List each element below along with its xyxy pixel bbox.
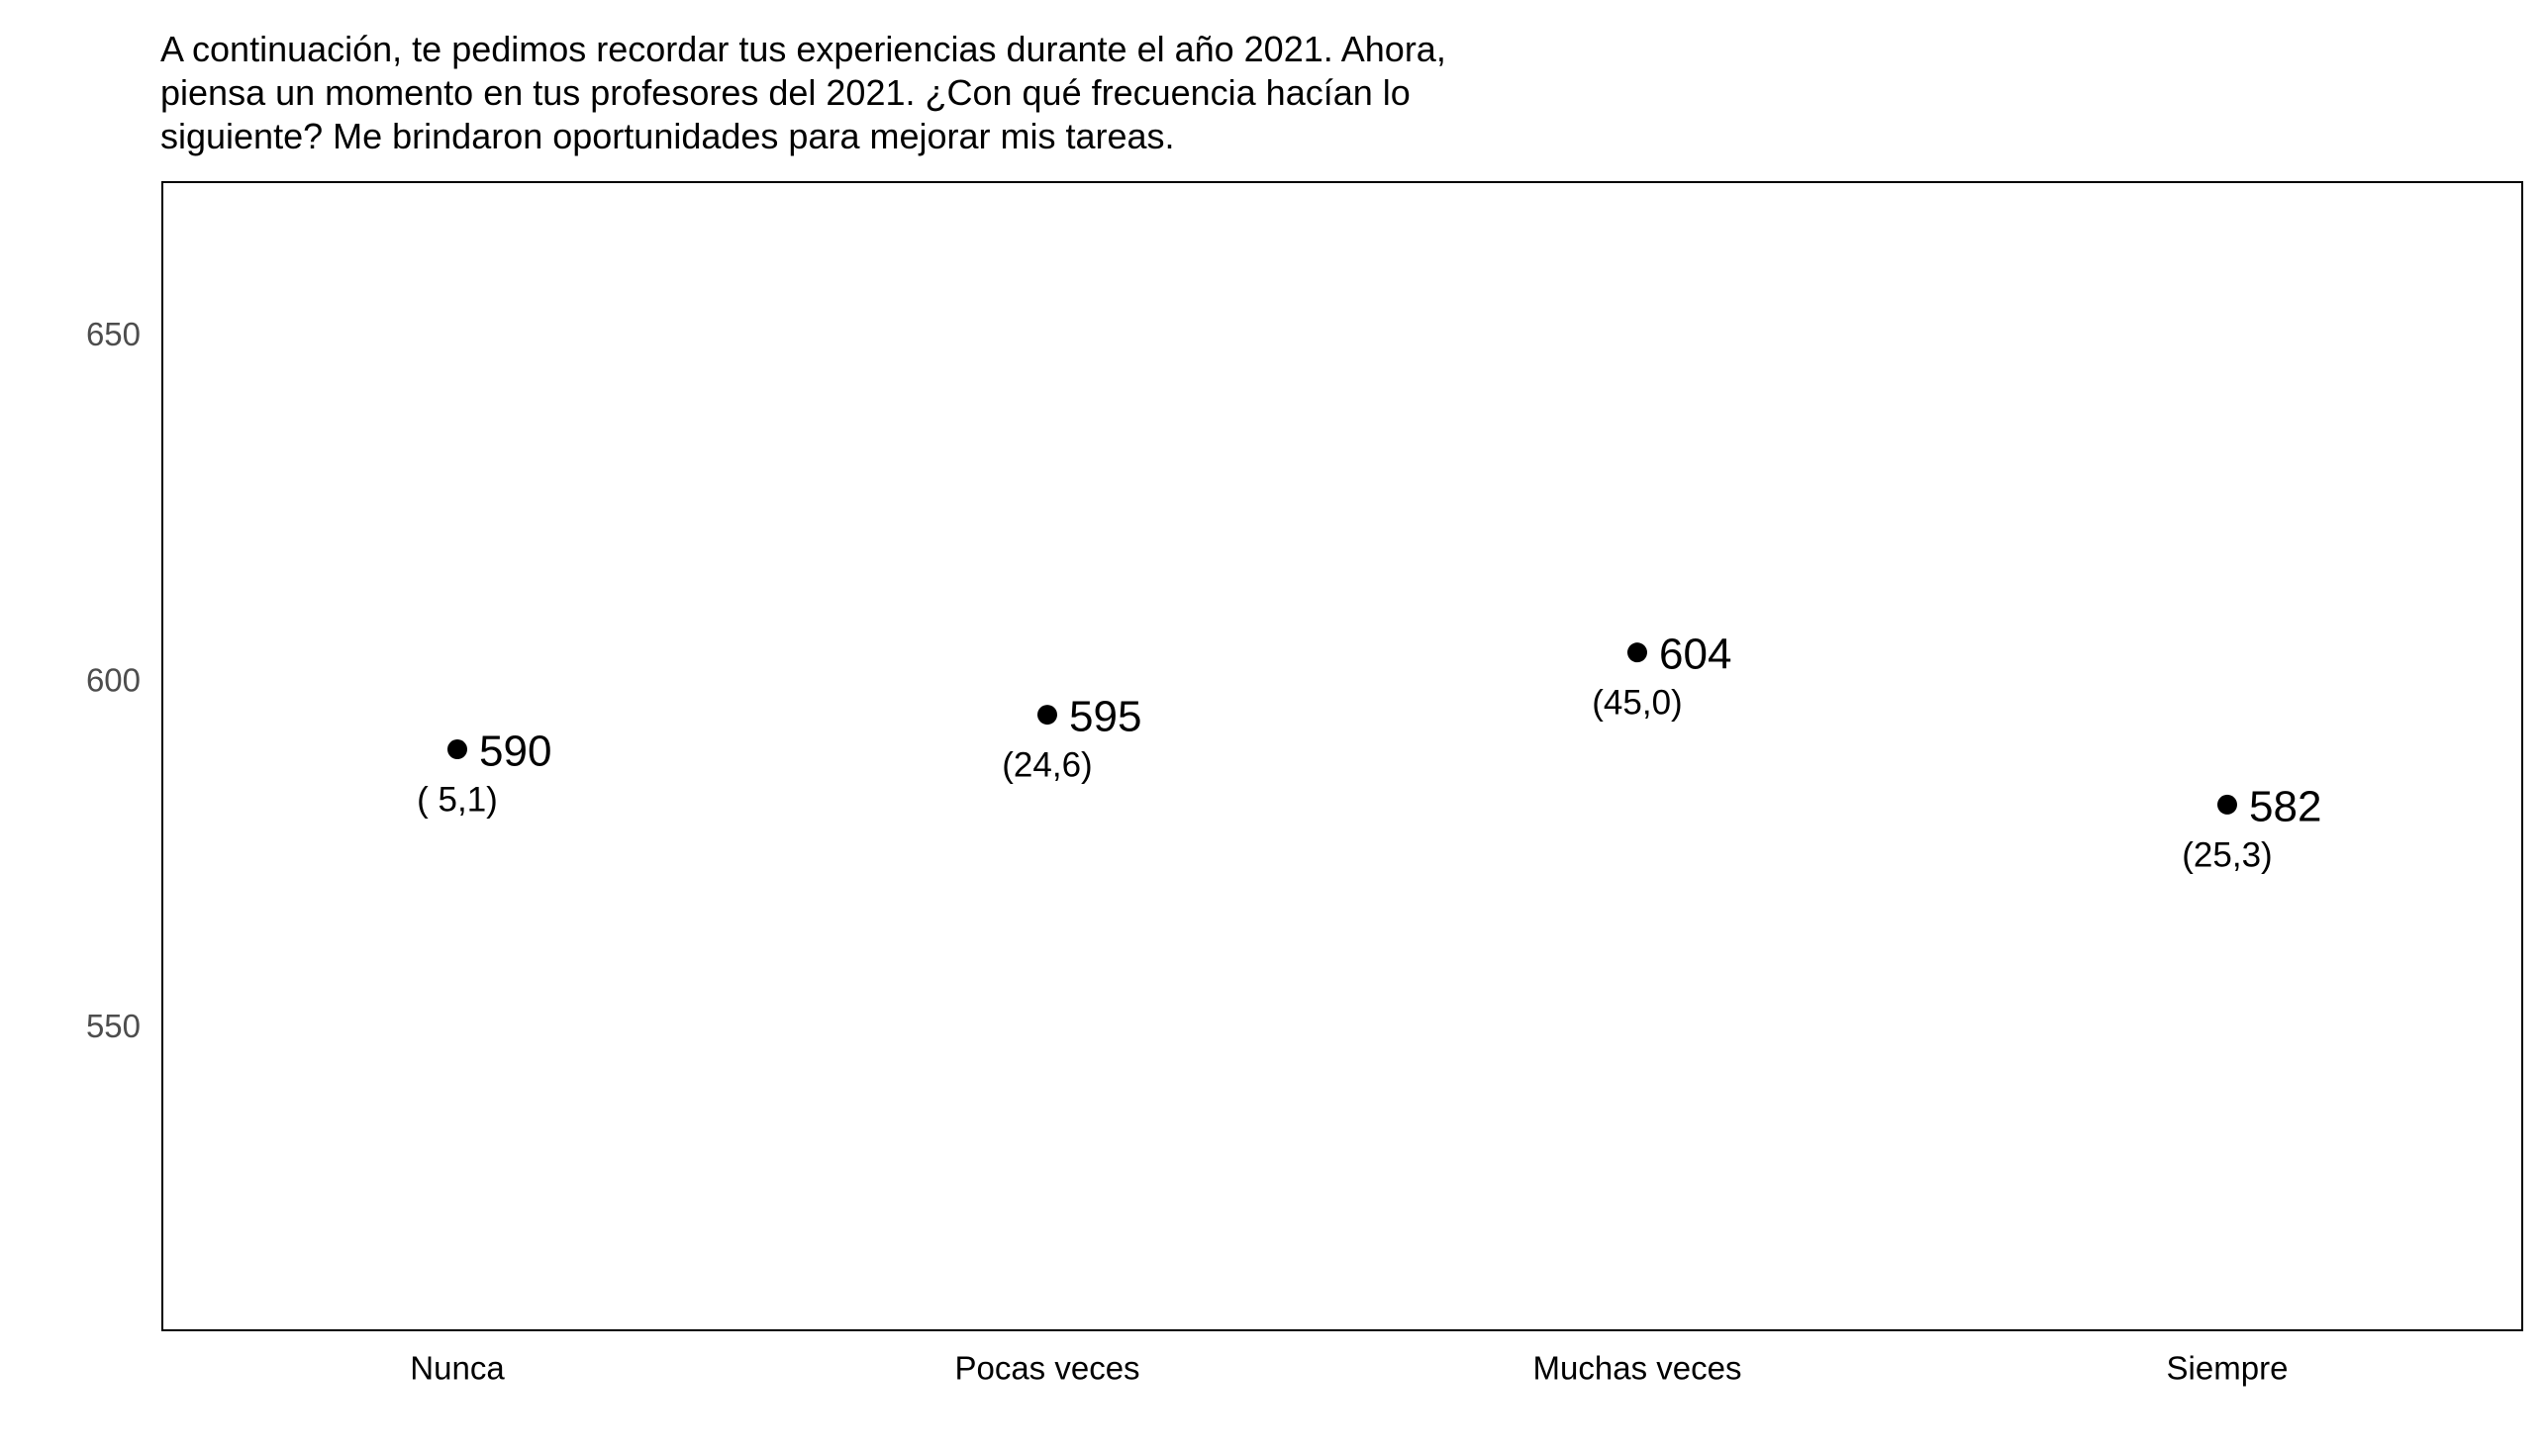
data-value-label: 590 (479, 728, 551, 776)
data-point (1037, 705, 1057, 726)
chart-title-line-3: siguiente? Me brindaron oportunidades pa… (160, 116, 1175, 156)
data-point (447, 739, 467, 760)
y-tick-label: 600 (86, 662, 141, 699)
data-value-label: 582 (2249, 782, 2321, 830)
data-point (2217, 794, 2237, 815)
data-point (1627, 642, 1647, 663)
x-tick-label: Nunca (410, 1350, 505, 1387)
chart-title: A continuación, te pedimos recordar tus … (160, 28, 1843, 158)
standard-error-label: ( 5,1) (417, 781, 498, 820)
x-tick-label: Siempre (2167, 1350, 2289, 1387)
data-value-label: 595 (1069, 693, 1141, 741)
standard-error-label: (24,6) (1002, 746, 1092, 785)
x-tick-label: Muchas veces (1533, 1350, 1742, 1387)
y-tick-label: 650 (86, 316, 141, 352)
chart-title-line-1: A continuación, te pedimos recordar tus … (160, 29, 1446, 69)
standard-error-label: (45,0) (1592, 684, 1682, 723)
y-axis: 550 600 650 (86, 316, 141, 1044)
plot-panel-border (161, 181, 2523, 1331)
standard-error-label: (25,3) (2182, 835, 2272, 874)
y-tick-label: 550 (86, 1008, 141, 1044)
chart-title-line-2: piensa un momento en tus profesores del … (160, 72, 1411, 113)
data-value-label: 604 (1659, 631, 1731, 679)
x-axis: Nunca Pocas veces Muchas veces Siempre (410, 1350, 2288, 1387)
x-tick-label: Pocas veces (954, 1350, 1139, 1387)
data-points: 590 ( 5,1) 595 (24,6) 604 (45,0) 582 (25,3) (417, 631, 2321, 875)
